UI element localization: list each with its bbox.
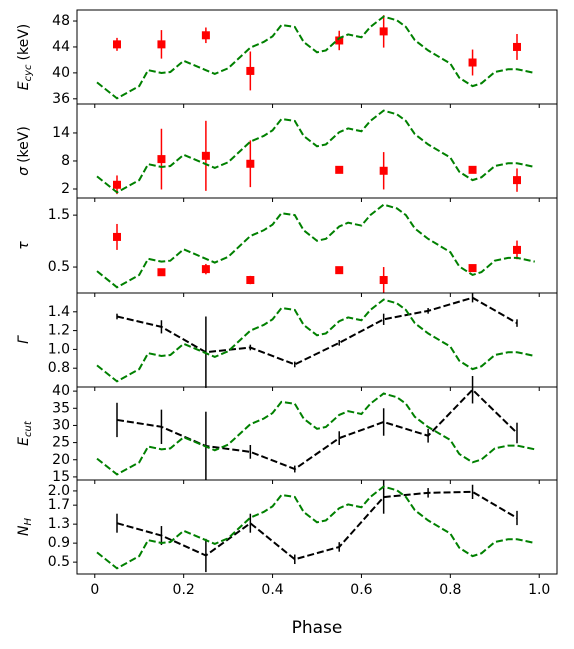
data-point	[157, 40, 166, 49]
y-axis-label: Γ	[16, 335, 32, 344]
y-tick-label: 0.9	[48, 535, 70, 551]
panel-frame	[76, 103, 558, 199]
profile-line	[96, 109, 535, 194]
profile-line	[96, 298, 535, 383]
y-label-unit: (keV)	[16, 24, 32, 61]
y-tick-label: 35	[52, 400, 70, 416]
y-label-symbol: Γ	[16, 335, 32, 344]
y-tick-label: 1.3	[48, 516, 70, 532]
y-tick-label: 0.5	[48, 554, 70, 570]
data-point	[246, 276, 255, 285]
y-tick-label: 36	[52, 91, 70, 107]
y-tick-label: 44	[52, 39, 70, 55]
data-point	[468, 58, 477, 67]
y-label-subscript: cyc	[23, 64, 34, 81]
y-axis-label: σ (keV)	[16, 126, 32, 176]
y-tick-label: 20	[52, 452, 70, 468]
data-point	[513, 176, 521, 185]
data-point	[246, 159, 255, 168]
x-axis-label: Phase	[292, 618, 343, 638]
y-axis-label: NH	[16, 518, 34, 536]
profile-line	[96, 485, 535, 570]
data-point	[379, 276, 388, 285]
y-axis-label: Ecut	[16, 420, 34, 446]
y-tick-label: 2.0	[48, 483, 70, 499]
data-point	[335, 266, 344, 275]
data-point	[113, 180, 121, 189]
data-point	[246, 66, 255, 75]
data-point	[379, 166, 388, 175]
y-tick-label: 40	[52, 383, 70, 399]
y-tick-label: 0.5	[48, 259, 70, 275]
data-point	[335, 165, 344, 174]
panel-frame	[76, 479, 558, 575]
y-label-symbol: τ	[16, 241, 32, 250]
profile-line	[96, 392, 535, 476]
x-tick-label: 0.2	[173, 582, 195, 598]
y-label-symbol: σ	[16, 166, 32, 176]
data-line	[116, 388, 518, 471]
x-tick-label: 0.8	[439, 582, 461, 598]
y-tick-label: 48	[52, 13, 70, 29]
y-tick-label: 1.2	[48, 323, 70, 339]
panel-frame	[76, 9, 558, 105]
y-tick-label: 1.5	[48, 207, 70, 223]
data-point	[201, 151, 210, 160]
y-axis-label: Ecyc (keV)	[16, 24, 34, 91]
data-point	[201, 31, 210, 40]
y-tick-label: 8	[61, 153, 70, 169]
y-label-subscript: H	[23, 518, 34, 526]
data-point	[113, 40, 121, 49]
profile-line	[96, 203, 535, 289]
y-tick-label: 14	[52, 125, 70, 141]
y-label-symbol: E	[16, 81, 32, 90]
y-tick-label: 30	[52, 417, 70, 433]
y-tick-label: 1.0	[48, 341, 70, 357]
data-point	[201, 265, 210, 274]
data-point	[157, 155, 166, 164]
data-point	[513, 245, 521, 254]
y-label-subscript: cut	[23, 420, 34, 437]
x-tick-label: 0.4	[261, 582, 283, 598]
panel-frame	[76, 197, 558, 294]
y-tick-label: 40	[52, 65, 70, 81]
x-tick-label: 0.6	[350, 582, 372, 598]
data-point	[468, 264, 477, 273]
data-point	[513, 42, 521, 51]
y-tick-label: 25	[52, 435, 70, 451]
x-tick-label: 0	[90, 582, 99, 598]
data-point	[379, 27, 388, 36]
y-label-symbol: N	[16, 525, 32, 536]
y-tick-label: 15	[52, 469, 70, 485]
data-point	[157, 268, 166, 277]
y-label-symbol: E	[16, 437, 32, 446]
x-tick-label: 1.0	[528, 582, 550, 598]
panel-frame	[76, 292, 558, 388]
profile-line	[96, 15, 535, 100]
data-point	[113, 232, 121, 241]
y-tick-label: 1.4	[48, 304, 70, 320]
data-line	[116, 296, 518, 366]
y-tick-label: 0.8	[48, 360, 70, 376]
y-label-unit: (keV)	[16, 126, 32, 163]
data-point	[468, 165, 477, 174]
y-tick-label: 1.7	[48, 497, 70, 513]
y-tick-label: 2	[61, 181, 70, 197]
data-point	[335, 36, 344, 45]
y-axis-label: τ	[16, 241, 32, 250]
data-line	[116, 490, 518, 561]
